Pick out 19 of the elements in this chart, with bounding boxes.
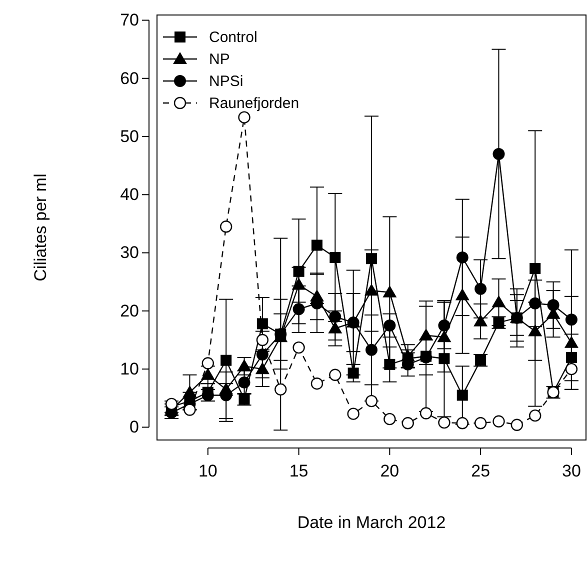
y-tick-label: 20: [120, 301, 139, 320]
x-tick-label: 30: [562, 462, 581, 481]
y-tick-label: 50: [120, 126, 139, 146]
y-tick-label: 10: [120, 360, 139, 379]
y-tick-label: 40: [120, 185, 139, 204]
legend-label: NP: [209, 51, 230, 68]
x-axis-title: Date in March 2012: [297, 513, 446, 532]
x-tick-label: 25: [471, 462, 490, 481]
y-axis-title: Ciliates per ml: [31, 174, 50, 282]
y-tick-label: 0: [130, 418, 139, 437]
y-tick-label: 70: [120, 10, 139, 30]
x-tick-label: 10: [198, 462, 218, 481]
legend-label: NPSi: [209, 73, 244, 90]
x-tick-label: 20: [380, 462, 400, 481]
x-tick-label: 15: [289, 462, 308, 481]
legend-label: Raunefjorden: [209, 95, 300, 112]
y-tick-label: 30: [120, 243, 139, 262]
y-tick-label: 60: [120, 68, 139, 88]
legend-label: Control: [209, 29, 258, 46]
